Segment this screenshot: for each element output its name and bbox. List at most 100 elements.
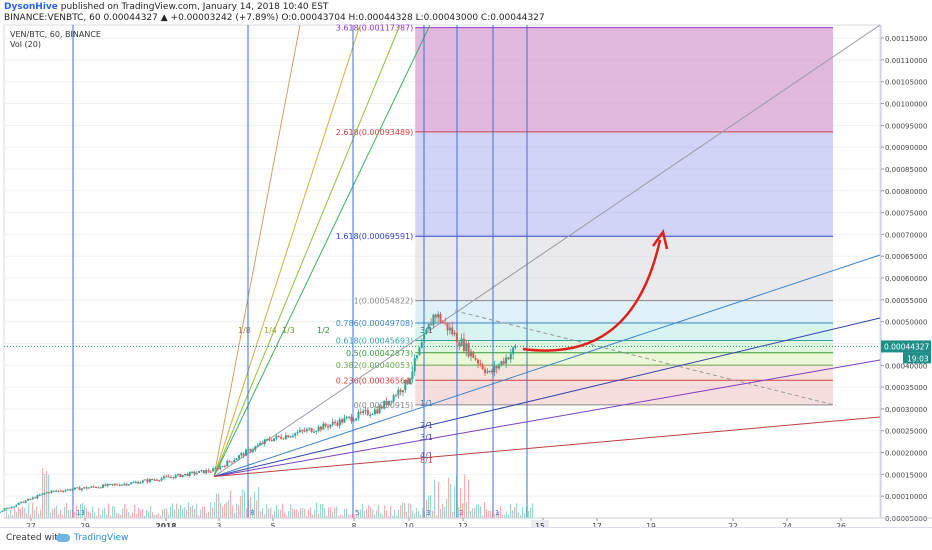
candle-body (57, 490, 60, 492)
volume-bar (256, 500, 258, 518)
candle-body (502, 361, 505, 364)
candle-body (43, 493, 46, 495)
candle-body (233, 460, 236, 462)
volume-bar (156, 514, 158, 518)
candle-body (41, 493, 44, 495)
volume-bar (426, 499, 428, 518)
volume-bar (490, 510, 492, 518)
candle-body (453, 332, 456, 335)
candle-body (198, 470, 201, 474)
author-link[interactable]: DysonHive (4, 2, 58, 12)
volume-bar (66, 502, 68, 518)
price-tick-label: 0.00030000 (885, 406, 927, 414)
candle-body (29, 498, 32, 500)
candle-body (179, 473, 182, 477)
candle-body (134, 481, 137, 483)
volume-bar (56, 505, 58, 518)
candle-body (12, 506, 15, 508)
volume-bar (458, 507, 460, 518)
price-tick-label: 0.00015000 (885, 471, 927, 479)
volume-bar (272, 514, 274, 518)
time-tick-label: 5 (271, 522, 276, 531)
volume-bar (196, 503, 198, 518)
volume-bar (370, 507, 372, 518)
volume-bar (522, 507, 524, 518)
volume-bar (444, 506, 446, 518)
candle-body (345, 417, 348, 419)
volume-bar (482, 515, 484, 518)
fib-level-label: 0.236(0.00036564) (336, 376, 414, 385)
volume-bar (298, 512, 300, 518)
projection-arrow (522, 239, 662, 352)
candle-body (31, 497, 34, 499)
volume-bar (246, 508, 248, 518)
candle-body (252, 449, 255, 452)
price-tick-label: 0.00095000 (885, 122, 927, 130)
volume-bar (18, 506, 20, 518)
candle-body (357, 411, 360, 419)
volume-bar (84, 505, 86, 518)
candle-body (223, 465, 226, 467)
volume-bar (262, 508, 264, 518)
volume-bar (134, 504, 136, 518)
candle-body (71, 489, 74, 491)
publish-line: DysonHive published on TradingView.com, … (4, 2, 328, 12)
volume-bar (82, 503, 84, 518)
volume-bar (366, 509, 368, 518)
volume-bar (22, 506, 24, 518)
price-tick-label: 0.00105000 (885, 79, 927, 87)
volume-indicator-label[interactable]: Vol (20) (10, 40, 41, 49)
volume-bar (168, 514, 170, 518)
volume-bar (108, 503, 110, 518)
candle-body (0, 511, 1, 513)
candle-body (259, 442, 262, 445)
volume-bar (286, 515, 288, 518)
candle-body (22, 501, 25, 503)
volume-bar (236, 503, 238, 518)
volume-bar (476, 504, 478, 518)
candle-body (256, 444, 259, 447)
volume-bar (420, 514, 422, 518)
current-date-marker (531, 520, 549, 531)
candle-body (284, 435, 287, 440)
candle-body (371, 414, 374, 416)
volume-bar (178, 509, 180, 518)
volume-bar (54, 507, 56, 518)
candle-body (120, 484, 123, 486)
volume-bar (90, 512, 92, 518)
volume-bar (28, 502, 30, 518)
volume-bar (248, 499, 250, 518)
fib-band (415, 352, 833, 366)
volume-bar (240, 495, 242, 518)
volume-bar (394, 509, 396, 518)
candle-body (263, 439, 266, 444)
volume-bar (162, 509, 164, 518)
volume-bar (212, 507, 214, 518)
candle-body (486, 371, 489, 373)
candle-body (261, 442, 264, 444)
candle-body (500, 361, 503, 365)
candle-body (505, 357, 508, 364)
footer-bar: Created with TradingView (0, 527, 932, 550)
candle-body (141, 480, 144, 483)
candle-body (158, 480, 161, 482)
volume-bar (412, 510, 414, 518)
volume-bar (488, 510, 490, 518)
volume-bar (424, 512, 426, 518)
volume-bar (526, 506, 528, 518)
volume-bar (358, 511, 360, 518)
candle-body (458, 342, 461, 346)
gann-label: 4/1 (420, 451, 433, 460)
tradingview-brand-link[interactable]: TradingView (74, 533, 129, 543)
countdown-badge (903, 352, 931, 364)
candle-body (69, 489, 72, 491)
volume-bar (118, 513, 120, 518)
volume-bar (280, 509, 282, 518)
volume-bar (348, 514, 350, 518)
candle-body (184, 473, 187, 475)
volume-bar (346, 508, 348, 518)
price-tick-label: 0.00005000 (885, 515, 927, 523)
candle-body (132, 482, 135, 484)
volume-bar (76, 505, 78, 518)
candle-body (230, 461, 233, 463)
